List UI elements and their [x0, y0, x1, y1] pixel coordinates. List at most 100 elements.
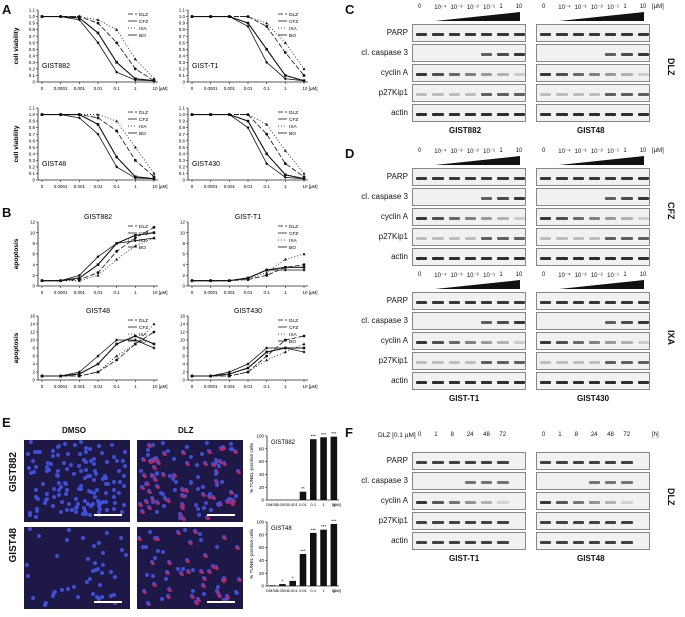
- data-point-ixa: [246, 14, 250, 18]
- nucleus-stain: [72, 443, 77, 448]
- nucleus-stain: [97, 503, 102, 508]
- protein-band: [448, 236, 460, 240]
- protein-band: [416, 72, 428, 76]
- protein-band: [572, 112, 584, 116]
- nucleus-stain: [145, 600, 150, 605]
- protein-band: [464, 32, 477, 36]
- protein-band: [588, 236, 601, 240]
- protein-band: [572, 340, 584, 344]
- y-tick-label: 8: [182, 346, 185, 351]
- lane-label-left: 48: [483, 432, 490, 438]
- data-point-bo: [246, 24, 250, 28]
- protein-band: [513, 32, 525, 36]
- data-point-bo: [40, 279, 44, 283]
- nucleus-stain: [158, 490, 163, 495]
- series-line-cfz: [42, 15, 155, 82]
- x-tick-label: 1: [284, 384, 287, 389]
- nucleus-stain: [85, 580, 90, 585]
- y-tick-label: 2: [32, 370, 35, 375]
- protein-band: [432, 112, 444, 116]
- nucleus-stain: [30, 596, 35, 601]
- protein-band: [416, 540, 428, 544]
- blot-strip: [412, 472, 526, 490]
- nucleus-stain: [234, 590, 239, 595]
- nucleus-stain: [77, 463, 82, 468]
- protein-band: [497, 32, 509, 36]
- protein-band: [497, 236, 509, 240]
- nucleus-stain: [78, 452, 83, 457]
- protein-band: [416, 300, 428, 304]
- nucleus-stain: [60, 499, 65, 504]
- tunel-stain: [218, 595, 223, 599]
- protein-band: [556, 32, 568, 36]
- y-tick-label: 60: [259, 545, 265, 550]
- protein-band: [513, 196, 525, 200]
- y-tick-label: 12: [180, 220, 186, 225]
- protein-band: [572, 32, 584, 36]
- nucleus-stain: [81, 536, 86, 541]
- data-point-bo: [96, 255, 100, 259]
- data-point-dlz: [115, 41, 119, 45]
- data-point-bo: [96, 354, 100, 358]
- nucleus-stain: [213, 461, 218, 466]
- nucleus-stain: [27, 510, 32, 515]
- nucleus-stain: [168, 473, 173, 478]
- bar-0.1: [309, 439, 317, 500]
- drug-label-dlz-f: DLZ: [666, 488, 676, 506]
- protein-band: [588, 540, 601, 544]
- x-tick-label: 0.001: [224, 384, 236, 389]
- protein-band: [432, 520, 444, 524]
- nucleus-stain: [96, 498, 101, 503]
- nucleus-stain: [42, 602, 47, 607]
- lane-label-right: 0: [542, 4, 546, 10]
- chart-title: GIST882: [84, 214, 112, 221]
- data-point-bo: [302, 268, 306, 272]
- tunel-stain: [215, 481, 220, 485]
- y-tick-label: 0.8: [29, 27, 36, 32]
- wedge-shape: [434, 12, 521, 21]
- bar-1: [320, 437, 327, 500]
- data-point-bo: [77, 18, 81, 22]
- tunel-stain: [139, 503, 144, 507]
- data-point-bo: [115, 70, 119, 74]
- protein-band: [621, 540, 633, 544]
- protein-band: [481, 460, 493, 464]
- data-point-cfz: [134, 234, 137, 237]
- nucleus-stain: [97, 507, 102, 512]
- nucleus-stain: [181, 566, 186, 571]
- chart-title: GIST-T1: [235, 214, 262, 221]
- protein-band: [497, 92, 509, 96]
- significance-mark: ***: [321, 432, 327, 437]
- y-tick-label: 0.1: [179, 73, 186, 78]
- tunel-stain: [207, 450, 212, 454]
- lane-label-right: 10: [639, 148, 647, 154]
- nucleus-stain: [123, 449, 128, 454]
- lane-label-right: 10⁻¹: [607, 273, 619, 279]
- nucleus-stain: [115, 459, 120, 464]
- legend-label-cfz: CFZ: [289, 231, 298, 237]
- x-tick-label: 1: [134, 184, 137, 189]
- nucleus-stain: [56, 444, 61, 449]
- nucleus-stain: [60, 588, 65, 593]
- nucleus-stain: [150, 500, 155, 505]
- nucleus-stain: [112, 593, 117, 598]
- y-tick-label: 0.5: [179, 145, 186, 150]
- y-tick-label: 0.1: [29, 73, 36, 78]
- protein-band: [556, 520, 568, 524]
- x-tick-label: 1: [322, 502, 325, 507]
- legend-label-cfz: CFZ: [139, 325, 148, 331]
- data-point-dlz: [96, 116, 100, 120]
- protein-band: [556, 500, 568, 504]
- y-tick-label: 0: [32, 378, 35, 383]
- x-tick-label: 1: [284, 290, 287, 295]
- tunel-stain: [231, 502, 236, 506]
- protein-band: [481, 196, 493, 200]
- nucleus-stain: [97, 582, 102, 587]
- protein-band: [464, 300, 477, 304]
- x-tick-label: 1: [284, 86, 287, 91]
- x-tick-label: 0.001: [74, 384, 86, 389]
- tunel-stain: [211, 464, 216, 468]
- nucleus-stain: [123, 552, 128, 557]
- concentration-wedge: [558, 12, 645, 21]
- lane-label-left: 1: [499, 272, 503, 278]
